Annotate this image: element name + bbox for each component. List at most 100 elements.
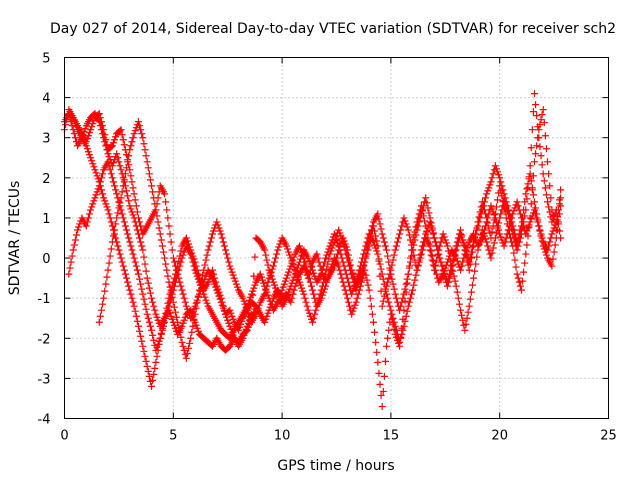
data-point xyxy=(199,281,207,289)
data-point xyxy=(129,134,137,142)
data-point xyxy=(380,238,388,246)
data-point xyxy=(379,275,387,283)
data-point xyxy=(390,251,398,259)
data-point xyxy=(109,159,117,167)
data-point xyxy=(125,234,133,242)
data-point xyxy=(137,332,145,340)
data-point xyxy=(241,328,249,336)
data-point xyxy=(119,136,127,144)
data-point xyxy=(531,198,539,206)
data-point xyxy=(116,127,124,135)
data-point xyxy=(460,239,468,247)
data-point xyxy=(261,290,269,298)
data-point xyxy=(385,274,393,282)
data-point xyxy=(556,196,564,204)
data-point xyxy=(116,199,124,207)
data-point xyxy=(157,329,165,337)
data-point xyxy=(176,328,184,336)
data-point xyxy=(138,285,146,293)
data-point xyxy=(399,326,407,334)
data-point xyxy=(134,270,142,278)
data-point xyxy=(160,248,168,256)
data-point xyxy=(133,208,141,216)
data-point xyxy=(100,194,108,202)
data-point xyxy=(105,153,113,161)
data-point xyxy=(153,352,161,360)
data-point xyxy=(549,227,557,235)
data-point xyxy=(485,184,493,192)
data-point xyxy=(287,298,295,306)
data-point xyxy=(379,234,387,242)
data-point xyxy=(289,260,297,268)
data-point xyxy=(422,194,430,202)
data-point xyxy=(113,238,121,246)
data-point xyxy=(239,334,247,342)
data-point xyxy=(489,244,497,252)
data-point xyxy=(250,284,258,292)
data-point xyxy=(176,278,184,286)
data-point xyxy=(189,308,197,316)
data-point xyxy=(103,203,111,211)
data-point xyxy=(185,344,193,352)
data-point xyxy=(377,265,385,273)
data-point xyxy=(162,260,170,268)
data-point xyxy=(89,200,97,208)
data-point xyxy=(206,238,214,246)
data-point xyxy=(404,270,412,278)
data-point xyxy=(201,275,209,283)
data-point xyxy=(353,274,361,282)
data-point xyxy=(114,242,122,250)
data-point xyxy=(351,301,359,309)
data-point xyxy=(272,284,280,292)
data-point xyxy=(496,230,504,238)
data-point xyxy=(275,243,283,251)
data-point xyxy=(349,307,357,315)
data-point xyxy=(136,327,144,335)
data-point xyxy=(220,242,228,250)
data-point xyxy=(109,139,117,147)
data-point xyxy=(124,278,132,286)
data-point xyxy=(313,250,321,258)
data-point xyxy=(178,338,186,346)
data-point xyxy=(390,285,398,293)
data-point xyxy=(411,236,419,244)
data-point xyxy=(542,251,550,259)
data-point xyxy=(266,297,274,305)
data-point xyxy=(187,334,195,342)
data-point xyxy=(161,254,169,262)
data-point xyxy=(195,290,203,298)
data-point xyxy=(425,209,433,217)
data-point xyxy=(438,262,446,270)
data-point xyxy=(126,202,134,210)
data-point xyxy=(192,321,200,329)
data-point xyxy=(311,310,319,318)
data-point xyxy=(205,242,213,250)
data-point xyxy=(301,294,309,302)
data-point xyxy=(536,227,544,235)
data-point xyxy=(458,311,466,319)
data-point xyxy=(433,242,441,250)
data-point xyxy=(158,242,166,250)
data-point xyxy=(303,302,311,310)
data-point xyxy=(225,258,233,266)
data-point xyxy=(127,172,135,180)
data-point xyxy=(112,133,120,141)
data-point xyxy=(145,284,153,292)
data-point xyxy=(403,275,411,283)
data-point xyxy=(551,241,559,249)
data-point xyxy=(487,202,495,210)
x-axis-label: GPS time / hours xyxy=(277,458,394,474)
data-point xyxy=(96,182,104,190)
data-point xyxy=(212,283,220,291)
data-point xyxy=(116,250,124,258)
data-point xyxy=(317,286,325,294)
data-point xyxy=(127,142,135,150)
x-tick-label: 5 xyxy=(169,429,177,444)
data-point xyxy=(490,239,498,247)
data-point xyxy=(202,256,210,264)
data-point xyxy=(256,270,264,278)
data-point xyxy=(426,218,434,226)
x-tick-label: 20 xyxy=(491,429,508,444)
data-point xyxy=(523,241,531,249)
data-point xyxy=(542,145,550,153)
